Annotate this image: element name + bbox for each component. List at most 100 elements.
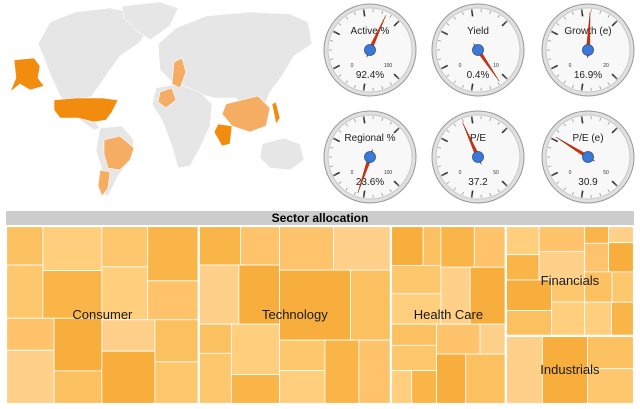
gauge-minor-tick bbox=[441, 138, 445, 141]
holding-tile[interactable] bbox=[324, 339, 360, 405]
holding-tile[interactable] bbox=[279, 225, 334, 271]
gauge-minor-tick bbox=[548, 165, 552, 167]
holding-tile[interactable] bbox=[538, 251, 586, 281]
gauge-minor-tick bbox=[345, 123, 348, 127]
holding-tile[interactable] bbox=[42, 270, 103, 319]
sector-consumer[interactable] bbox=[4, 224, 200, 406]
gauge-minor-tick bbox=[504, 76, 508, 80]
holding-tile[interactable] bbox=[333, 225, 392, 271]
holding-tile[interactable] bbox=[198, 323, 232, 354]
gauge-minor-tick bbox=[572, 12, 574, 16]
holding-tile[interactable] bbox=[238, 264, 281, 325]
holding-tile[interactable] bbox=[587, 368, 635, 405]
holding-tile[interactable] bbox=[279, 370, 326, 405]
holding-tile[interactable] bbox=[584, 242, 610, 273]
holding-tile[interactable] bbox=[101, 266, 149, 321]
holding-tile[interactable] bbox=[154, 361, 200, 405]
holding-tile[interactable] bbox=[551, 279, 586, 303]
holding-tile[interactable] bbox=[479, 323, 507, 355]
holding-tile[interactable] bbox=[469, 266, 507, 325]
holding-tile[interactable] bbox=[5, 349, 55, 405]
holding-tile[interactable] bbox=[101, 319, 156, 352]
holding-tile[interactable] bbox=[584, 301, 612, 337]
holding-tile[interactable] bbox=[505, 225, 540, 256]
holding-tile[interactable] bbox=[440, 225, 475, 268]
gauge-minor-tick bbox=[497, 121, 500, 125]
sector-health-care[interactable] bbox=[389, 224, 507, 406]
holding-tile[interactable] bbox=[42, 225, 103, 271]
holding-tile[interactable] bbox=[436, 353, 467, 405]
holding-tile[interactable] bbox=[551, 301, 586, 337]
gauge-max-label: 50 bbox=[493, 170, 499, 176]
holding-tile[interactable] bbox=[198, 352, 232, 405]
gauge-minor-tick bbox=[548, 147, 552, 149]
gauge-minor-tick bbox=[504, 183, 508, 187]
gauge-minor-tick bbox=[345, 16, 348, 20]
gauge-minor-tick bbox=[614, 127, 618, 131]
holding-tile[interactable] bbox=[230, 323, 281, 376]
holding-tile[interactable] bbox=[390, 344, 437, 372]
holding-tile[interactable] bbox=[541, 335, 588, 405]
holding-tile[interactable] bbox=[358, 339, 392, 405]
gauge-label: P/E bbox=[470, 133, 486, 144]
holding-tile[interactable] bbox=[505, 279, 552, 311]
sector-treemap: Consumer Technology Health Care Financials I… bbox=[4, 224, 636, 406]
gauge-minor-tick bbox=[556, 74, 560, 77]
holding-tile[interactable] bbox=[584, 225, 610, 244]
australia-land bbox=[259, 137, 305, 171]
holding-tile[interactable] bbox=[5, 264, 44, 319]
gauge-minor-tick bbox=[614, 20, 618, 24]
sector-financials[interactable] bbox=[504, 224, 636, 338]
holding-tile[interactable] bbox=[608, 225, 635, 244]
holding-tile[interactable] bbox=[101, 225, 149, 268]
gauge-minor-tick bbox=[453, 16, 456, 20]
holding-tile[interactable] bbox=[5, 225, 44, 266]
holding-tile[interactable] bbox=[350, 269, 392, 341]
gauge-label: Active % bbox=[351, 26, 390, 37]
holding-tile[interactable] bbox=[147, 280, 200, 321]
holding-tile[interactable] bbox=[230, 374, 281, 405]
holding-tile[interactable] bbox=[505, 310, 552, 337]
holding-tile[interactable] bbox=[422, 225, 442, 266]
holding-tile[interactable] bbox=[154, 319, 200, 363]
holding-tile[interactable] bbox=[390, 323, 437, 346]
holding-tile[interactable] bbox=[390, 370, 413, 405]
gauge-minor-tick bbox=[572, 84, 574, 88]
holding-tile[interactable] bbox=[390, 225, 424, 266]
holding-tile[interactable] bbox=[505, 335, 543, 405]
holding-tile[interactable] bbox=[411, 370, 437, 405]
holding-tile[interactable] bbox=[587, 335, 635, 370]
gauge-minor-tick bbox=[446, 181, 450, 184]
sector-technology[interactable] bbox=[197, 224, 393, 406]
holding-tile[interactable] bbox=[279, 269, 351, 341]
usa-highlight bbox=[53, 97, 119, 123]
holding-tile[interactable] bbox=[53, 317, 103, 372]
holding-tile[interactable] bbox=[279, 339, 326, 371]
gauge-minor-tick bbox=[489, 10, 491, 14]
holding-tile[interactable] bbox=[584, 271, 613, 303]
gauge-label: Regional % bbox=[344, 133, 395, 144]
sector-industrials[interactable] bbox=[504, 334, 636, 406]
holding-tile[interactable] bbox=[436, 323, 481, 355]
gauge-minor-tick bbox=[489, 193, 491, 197]
holding-tile[interactable] bbox=[5, 317, 55, 351]
europe-highlight bbox=[157, 87, 177, 109]
holding-tile[interactable] bbox=[240, 225, 281, 266]
holding-tile[interactable] bbox=[505, 254, 540, 281]
holding-tile[interactable] bbox=[147, 225, 200, 282]
holding-tile[interactable] bbox=[390, 264, 442, 295]
holding-tile[interactable] bbox=[611, 271, 635, 303]
gauge-minor-tick bbox=[489, 86, 491, 90]
holding-tile[interactable] bbox=[611, 301, 635, 337]
holding-tile[interactable] bbox=[538, 225, 586, 252]
holding-tile[interactable] bbox=[53, 370, 103, 405]
holding-tile[interactable] bbox=[390, 293, 442, 325]
gauge-hub bbox=[472, 151, 484, 163]
holding-tile[interactable] bbox=[440, 266, 471, 325]
holding-tile[interactable] bbox=[198, 225, 242, 266]
holding-tile[interactable] bbox=[473, 225, 507, 268]
holding-tile[interactable] bbox=[101, 350, 156, 405]
holding-tile[interactable] bbox=[198, 264, 240, 325]
holding-tile[interactable] bbox=[608, 242, 635, 273]
holding-tile[interactable] bbox=[465, 353, 507, 405]
